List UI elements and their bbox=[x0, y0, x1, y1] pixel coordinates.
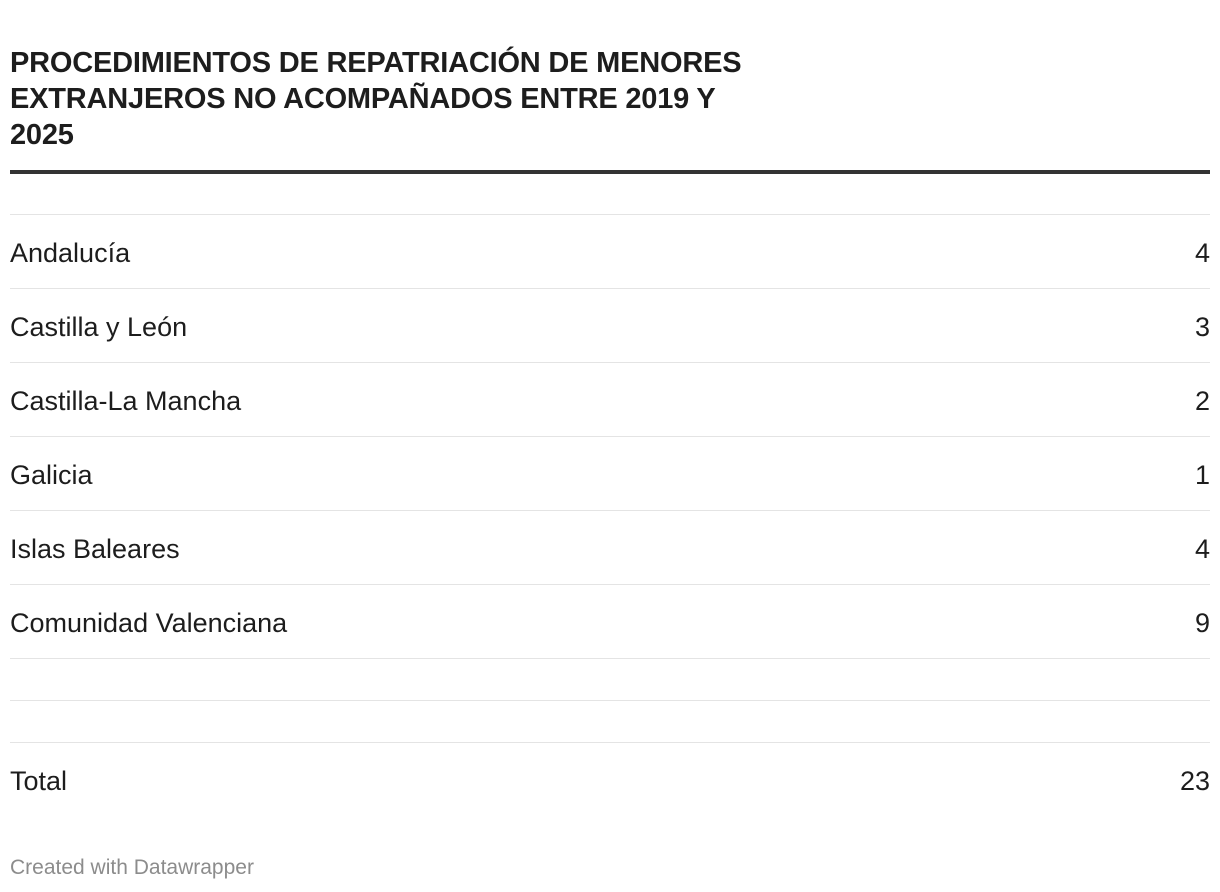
table-row: Castilla-La Mancha 2 bbox=[10, 362, 1210, 436]
row-label: Andalucía bbox=[10, 238, 131, 268]
row-label: Total bbox=[10, 766, 68, 796]
row-value: 3 bbox=[1194, 312, 1210, 342]
table-row-empty bbox=[10, 700, 1210, 742]
table-row: Galicia 1 bbox=[10, 436, 1210, 510]
chart-title: PROCEDIMIENTOS DE REPATRIACIÓN DE MENORE… bbox=[10, 47, 742, 151]
table-row: Comunidad Valenciana 9 bbox=[10, 584, 1210, 658]
row-label: Islas Baleares bbox=[10, 534, 180, 564]
table-row: Total 23 bbox=[10, 742, 1210, 816]
row-label: Castilla y León bbox=[10, 312, 188, 342]
title-divider bbox=[10, 170, 1210, 174]
table-row-empty bbox=[10, 658, 1210, 700]
row-label: Galicia bbox=[10, 460, 93, 490]
table-row: Castilla y León 3 bbox=[10, 288, 1210, 362]
table-row: Islas Baleares 4 bbox=[10, 510, 1210, 584]
row-value: 4 bbox=[1194, 534, 1210, 564]
row-value: 4 bbox=[1194, 238, 1210, 268]
row-value: 9 bbox=[1194, 608, 1210, 638]
table-row: Andalucía 4 bbox=[10, 214, 1210, 288]
row-value: 1 bbox=[1194, 460, 1210, 490]
row-value: 2 bbox=[1194, 386, 1210, 416]
data-table: Andalucía 4 Castilla y León 3 Castilla-La Ma… bbox=[10, 214, 1210, 816]
credit-text[interactable]: Created with Datawrapper bbox=[10, 856, 254, 879]
row-label: Comunidad Valenciana bbox=[10, 608, 288, 638]
row-label: Castilla-La Mancha bbox=[10, 386, 242, 416]
row-value: 23 bbox=[1179, 766, 1210, 796]
